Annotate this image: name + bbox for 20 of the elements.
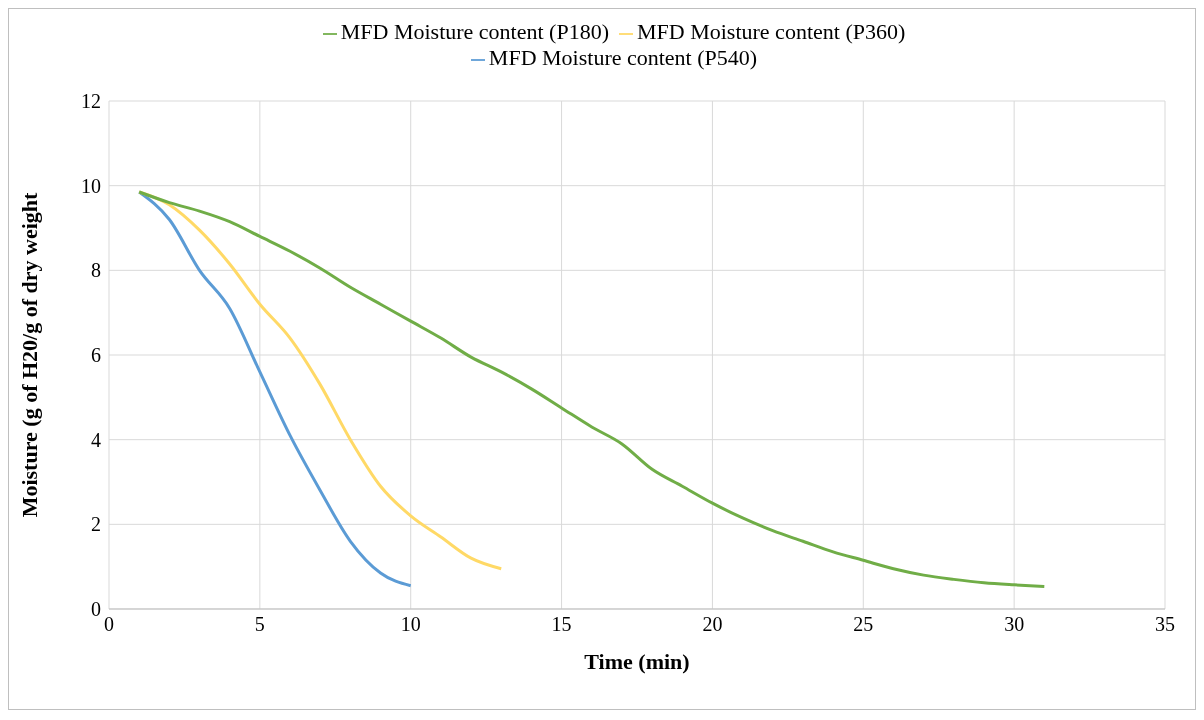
x-tick-label: 25 xyxy=(853,613,874,636)
y-tick-label: 10 xyxy=(81,174,101,197)
y-tick-label: 6 xyxy=(91,344,101,367)
y-tick-label: 8 xyxy=(91,259,101,282)
x-tick-label: 10 xyxy=(400,613,421,636)
y-tick-label: 12 xyxy=(81,90,101,113)
legend-label: MFD Moisture content (P540) xyxy=(488,45,758,70)
y-tick-label: 0 xyxy=(91,598,101,621)
y-axis-title: Moisture (g of H20/g of dry weight xyxy=(16,192,42,518)
x-tick-label: 35 xyxy=(1155,613,1175,636)
x-axis-title: Time (min) xyxy=(584,649,690,674)
legend-label: MFD Moisture content (P360) xyxy=(637,19,906,44)
line-series xyxy=(137,190,1046,589)
legend-label: MFD Moisture content (P180) xyxy=(340,19,609,44)
x-tick-label: 5 xyxy=(254,613,265,636)
y-tick-label: 4 xyxy=(91,428,101,451)
x-tick-label: 15 xyxy=(551,613,572,636)
x-tick-label: 30 xyxy=(1004,613,1025,636)
x-tick-label: 20 xyxy=(702,613,723,636)
y-tick-label: 2 xyxy=(91,513,101,536)
